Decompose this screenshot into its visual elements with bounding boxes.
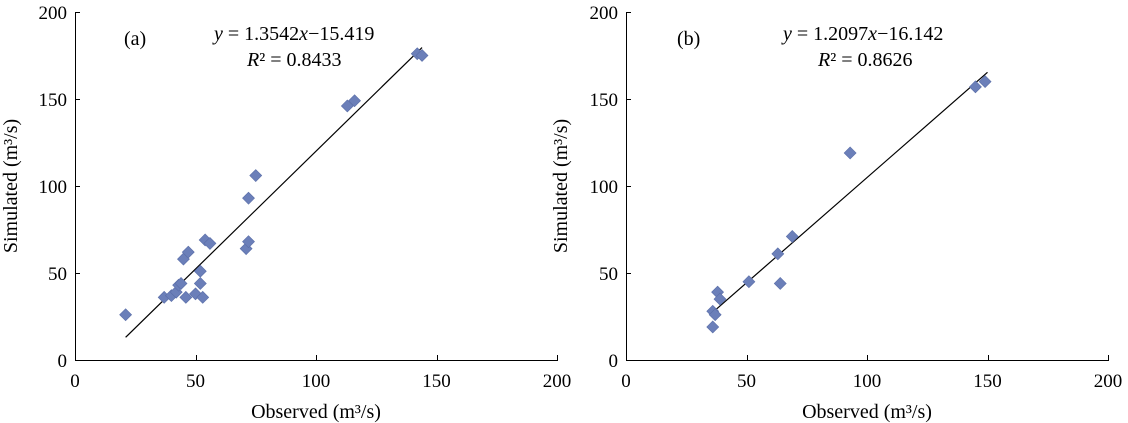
r-squared: R² = 0.8433 <box>246 49 342 71</box>
regression-equation: y = 1.3542x−15.419 <box>212 23 374 45</box>
scatter-panel-a: 0 50 100 150 200 0 50 100 150 200 (a) y = 1.3542… <box>0 3 571 423</box>
data-point <box>706 320 720 334</box>
x-tick-label: 0 <box>621 371 631 392</box>
y-tick-label: 100 <box>39 177 68 198</box>
eq-tail: −15.419 <box>308 23 374 45</box>
scatter-panel-b: 0 50 100 150 200 0 50 100 150 200 (b) y = 1.2097… <box>550 3 1122 423</box>
y-tick-label: 0 <box>609 351 619 372</box>
data-points <box>706 75 992 334</box>
data-point <box>708 308 722 322</box>
r2-R: R <box>817 49 830 71</box>
r2-R: R <box>246 49 259 71</box>
data-point <box>348 94 361 108</box>
data-point <box>969 80 982 94</box>
y-ticks: 0 50 100 150 200 <box>39 3 80 372</box>
data-point <box>242 191 255 205</box>
x-ticks: 0 50 100 150 200 <box>70 355 571 392</box>
x-tick-label: 150 <box>973 371 1002 392</box>
data-point <box>249 169 263 182</box>
fit-line <box>714 71 988 311</box>
panel-label: (a) <box>124 28 146 50</box>
data-point <box>415 49 429 62</box>
x-tick-label: 100 <box>853 371 882 392</box>
eq-rest: = 1.3542 <box>223 23 299 45</box>
x-ticks: 0 50 100 150 200 <box>621 355 1122 392</box>
r-squared: R² = 0.8626 <box>817 49 913 71</box>
r2-rest: ² = 0.8626 <box>830 49 912 71</box>
eq-rest: = 1.2097 <box>792 23 868 45</box>
x-tick-label: 50 <box>186 371 205 392</box>
r2-rest: ² = 0.8433 <box>259 49 341 71</box>
eq-y: y <box>212 23 223 45</box>
regression-equation: y = 1.2097x−16.142 <box>781 23 943 45</box>
data-point <box>713 292 727 306</box>
y-tick-label: 200 <box>39 3 68 24</box>
data-point <box>340 99 354 113</box>
y-tick-label: 150 <box>590 90 619 111</box>
x-axis-label: Observed (m³/s) <box>251 401 381 423</box>
data-point <box>174 277 188 290</box>
y-tick-label: 50 <box>48 264 67 285</box>
x-tick-label: 0 <box>70 371 80 392</box>
y-tick-label: 200 <box>590 3 619 24</box>
x-tick-label: 100 <box>302 371 331 392</box>
x-tick-label: 150 <box>422 371 451 392</box>
y-axis-label: Simulated (m³/s) <box>550 119 572 253</box>
eq-y: y <box>781 23 792 45</box>
x-tick-label: 200 <box>543 371 572 392</box>
y-tick-label: 0 <box>58 351 68 372</box>
y-axis-label: Simulated (m³/s) <box>0 119 22 253</box>
data-point <box>773 277 787 290</box>
data-point <box>181 245 195 259</box>
data-point <box>193 264 207 278</box>
eq-tail: −16.142 <box>877 23 943 45</box>
x-tick-label: 50 <box>737 371 756 392</box>
data-point <box>978 75 992 89</box>
data-point <box>203 236 217 250</box>
data-point <box>119 308 133 322</box>
panel-label: (b) <box>677 28 700 50</box>
x-tick-label: 200 <box>1094 371 1123 392</box>
y-tick-label: 100 <box>590 177 619 198</box>
data-point <box>742 275 756 289</box>
y-tick-label: 50 <box>599 264 618 285</box>
data-point <box>771 247 785 261</box>
eq-x: x <box>298 23 308 45</box>
data-point <box>196 290 210 304</box>
data-points <box>119 47 429 322</box>
y-tick-label: 150 <box>39 90 68 111</box>
eq-x: x <box>867 23 877 45</box>
x-axis-label: Observed (m³/s) <box>802 401 932 423</box>
data-point <box>843 146 857 160</box>
data-point <box>785 230 799 243</box>
data-point <box>242 235 255 249</box>
data-point <box>179 290 193 304</box>
data-point <box>193 277 207 290</box>
y-ticks: 0 50 100 150 200 <box>590 3 631 372</box>
